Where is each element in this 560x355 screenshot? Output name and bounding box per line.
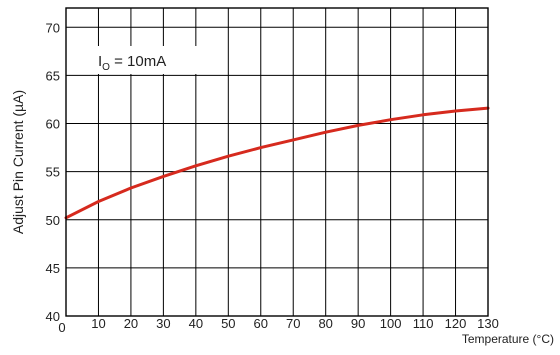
x-tick-label: 60 [254, 316, 268, 331]
x-tick-label: 90 [351, 316, 365, 331]
x-axis-label: Temperature (°C) [462, 332, 554, 346]
annotation-label: IO = 10mA [98, 53, 166, 73]
y-tick-label: 50 [46, 213, 60, 228]
y-tick-label: 40 [46, 309, 60, 324]
x-axis-ticks: 0 10 20 30 40 50 60 70 80 90 100 110 120 130 [58, 316, 498, 335]
plot-border [65, 7, 489, 317]
y-tick-label: 70 [46, 20, 60, 35]
x-tick-label: 80 [318, 316, 332, 331]
x-tick-label: 0 [58, 320, 65, 335]
y-tick-label: 60 [46, 117, 60, 132]
y-axis-ticks: 40 45 50 55 60 65 70 [46, 20, 60, 324]
annotation-suffix: = 10mA [110, 53, 166, 70]
y-tick-label: 45 [46, 261, 60, 276]
y-tick-label: 65 [46, 68, 60, 83]
series-line [64, 106, 490, 220]
x-tick-label: 120 [445, 316, 467, 331]
annotation-background [90, 46, 202, 74]
x-tick-label: 100 [380, 316, 402, 331]
grid [66, 8, 488, 316]
annotation-subscript: O [102, 62, 110, 73]
annotation-prefix: I [98, 53, 102, 70]
series-layer [64, 106, 490, 220]
x-tick-label: 70 [286, 316, 300, 331]
x-tick-label: 130 [477, 316, 499, 331]
x-tick-label: 110 [413, 316, 434, 331]
y-tick-label: 55 [46, 165, 60, 180]
x-tick-label: 50 [221, 316, 235, 331]
y-axis-label: Adjust Pin Current (µA) [10, 90, 26, 234]
x-tick-label: 10 [91, 316, 105, 331]
x-tick-label: 40 [189, 316, 203, 331]
x-tick-label: 30 [156, 316, 170, 331]
x-tick-label: 20 [124, 316, 138, 331]
